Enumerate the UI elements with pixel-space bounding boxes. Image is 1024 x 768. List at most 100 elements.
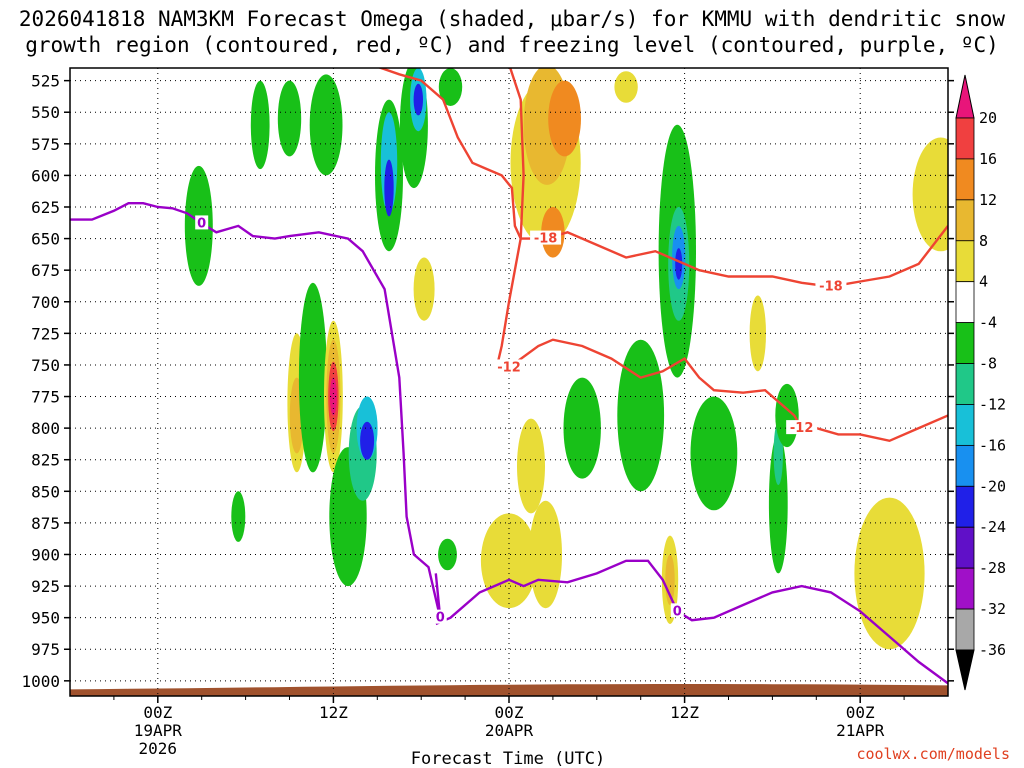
omega-feature-6 xyxy=(298,282,327,473)
colorbar-segment-12 xyxy=(955,567,975,610)
colorbar-label-8: 8 xyxy=(979,232,988,250)
dgz-label-b: -18 xyxy=(819,280,843,295)
omega-shading xyxy=(184,68,948,650)
y-tick-label-800: 800 xyxy=(31,419,60,438)
dgz-label-c-bg xyxy=(493,359,525,374)
freezing-label-c: 0 xyxy=(673,604,682,619)
x-tick-date-30: 20APR xyxy=(485,721,534,740)
colorbar-segment-5 xyxy=(955,281,975,324)
colorbar-segment-3 xyxy=(955,199,975,242)
colorbar-label--12: -12 xyxy=(979,395,1006,413)
omega-feature-43 xyxy=(768,434,788,574)
chart-title-line2: growth region (contoured, red, ºC) and f… xyxy=(25,33,999,57)
omega-feature-26 xyxy=(517,418,545,514)
x-tick-label-42: 12Z xyxy=(670,703,699,722)
colorbar-segment-6 xyxy=(955,322,975,364)
axes: 525 550 575 600 625 650 675 700 725 750 775 800 825 8… xyxy=(21,67,954,758)
colorbar-segment-13 xyxy=(955,608,975,651)
colorbar-label--36: -36 xyxy=(979,641,1006,659)
omega-feature-42 xyxy=(749,295,766,372)
x-tick-date-6: 19APR xyxy=(134,721,183,740)
omega-feature-33 xyxy=(614,71,638,103)
omega-feature-11 xyxy=(329,377,337,416)
y-tick-label-1000: 1000 xyxy=(21,672,60,691)
x-tick-date-54: 21APR xyxy=(836,721,885,740)
colorbar-label--4: -4 xyxy=(979,314,997,332)
omega-feature-47 xyxy=(912,137,948,252)
freezing-label-b: 0 xyxy=(436,611,445,626)
dgz-label-c: -12 xyxy=(497,360,521,375)
y-tick-label-900: 900 xyxy=(31,545,60,564)
y-tick-label-525: 525 xyxy=(31,72,60,91)
omega-feature-24 xyxy=(413,257,435,321)
freezing-contour-1 xyxy=(435,559,948,685)
dgz-label-b-bg xyxy=(815,278,847,293)
y-tick-label-825: 825 xyxy=(31,451,60,470)
y-tick-label-925: 925 xyxy=(31,577,60,596)
colorbar-label--8: -8 xyxy=(979,355,997,373)
omega-feature-2 xyxy=(250,80,270,170)
dgz-label-d: -12 xyxy=(790,421,814,436)
y-tick-label-550: 550 xyxy=(31,103,60,122)
omega-feature-15 xyxy=(360,421,375,460)
credit-text[interactable]: coolwx.com/models xyxy=(856,745,1010,763)
colorbar-segment-1 xyxy=(955,117,975,160)
omega-feature-46 xyxy=(854,497,925,650)
dgz-label-d-bg xyxy=(786,420,818,435)
colorbar-segment-9 xyxy=(955,444,975,487)
omega-feature-25 xyxy=(480,513,538,609)
x-tick-year-6: 2026 xyxy=(139,739,178,758)
colorbar: 20 16 12 8 4 -4 -8 -12 -16 -20 -24 -28 -32 -36 xyxy=(955,74,1006,691)
colorbar-label--32: -32 xyxy=(979,600,1006,618)
freezing-label-b-bg xyxy=(433,609,447,624)
x-axis-title: Forecast Time (UTC) xyxy=(411,749,605,768)
colorbar-label-4: 4 xyxy=(979,273,988,291)
y-tick-label-950: 950 xyxy=(31,609,60,628)
freezing-label-c-bg xyxy=(670,603,684,618)
colorbar-label--24: -24 xyxy=(979,518,1006,536)
omega-feature-22 xyxy=(438,68,463,106)
x-tick-label-30: 00Z xyxy=(495,703,524,722)
y-tick-label-600: 600 xyxy=(31,166,60,185)
chart-title-line1: 2026041818 NAM3KM Forecast Omega (shaded… xyxy=(19,7,1006,31)
colorbar-label-20: 20 xyxy=(979,109,997,127)
colorbar-segment-11 xyxy=(955,526,975,569)
freezing-contour-0 xyxy=(70,202,442,618)
colorbar-label-16: 16 xyxy=(979,150,997,168)
colorbar-segment-10 xyxy=(955,485,975,528)
x-tick-label-6: 00Z xyxy=(143,703,172,722)
omega-feature-1 xyxy=(231,491,246,542)
plot-area: -18 -18 -12 -12 0 0 0 xyxy=(70,68,948,696)
colorbar-bottom-arrow xyxy=(955,649,975,691)
colorbar-segment-8 xyxy=(955,404,975,446)
y-tick-label-975: 975 xyxy=(31,640,60,659)
omega-feature-32 xyxy=(563,377,601,479)
omega-feature-7 xyxy=(309,74,343,176)
omega-feature-3 xyxy=(277,80,302,157)
dgz-contour-1 xyxy=(495,68,948,443)
y-tick-label-775: 775 xyxy=(31,388,60,407)
y-tick-label-575: 575 xyxy=(31,135,60,154)
colorbar-label--20: -20 xyxy=(979,477,1006,495)
colorbar-label-12: 12 xyxy=(979,191,997,209)
y-tick-label-650: 650 xyxy=(31,230,60,249)
x-tick-label-18: 12Z xyxy=(319,703,348,722)
ground-surface xyxy=(70,684,948,696)
colorbar-segment-2 xyxy=(955,158,975,201)
dgz-label-a-bg xyxy=(530,230,562,245)
omega-feature-30 xyxy=(548,80,581,157)
freezing-label-a: 0 xyxy=(197,216,206,231)
omega-feature-38 xyxy=(675,248,683,280)
colorbar-segment-4 xyxy=(955,240,975,283)
omega-feature-18 xyxy=(384,159,394,217)
y-tick-label-625: 625 xyxy=(31,198,60,217)
dgz-label-a: -18 xyxy=(534,232,558,247)
y-tick-label-675: 675 xyxy=(31,261,60,280)
colorbar-segment-7 xyxy=(955,363,975,405)
y-tick-label-875: 875 xyxy=(31,514,60,533)
omega-feature-41 xyxy=(690,396,738,511)
y-tick-label-700: 700 xyxy=(31,293,60,312)
colorbar-top-arrow xyxy=(955,74,975,119)
freezing-label-a-bg xyxy=(195,215,209,230)
colorbar-label--28: -28 xyxy=(979,559,1006,577)
